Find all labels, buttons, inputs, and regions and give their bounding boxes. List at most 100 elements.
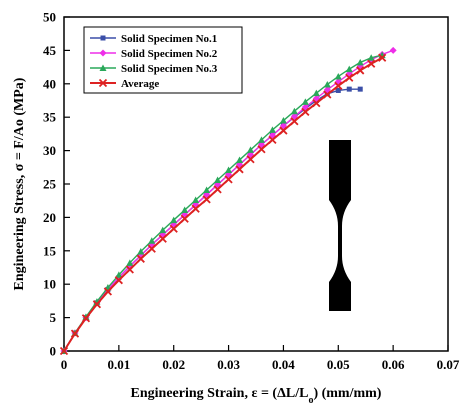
data-point bbox=[246, 155, 255, 164]
x-axis-title-units: ) (mm/mm) bbox=[313, 386, 381, 401]
data-point bbox=[81, 314, 91, 323]
x-tick-label: 0.07 bbox=[437, 357, 460, 372]
data-point bbox=[169, 224, 178, 233]
data-point bbox=[356, 58, 364, 66]
legend-entry: Solid Specimen No.1 bbox=[90, 33, 217, 45]
data-point bbox=[389, 46, 397, 54]
data-point bbox=[335, 87, 341, 93]
data-point bbox=[170, 216, 178, 224]
data-point bbox=[323, 80, 331, 88]
data-point bbox=[115, 271, 123, 278]
data-point bbox=[59, 346, 69, 356]
data-point bbox=[100, 35, 106, 41]
legend-label: Solid Specimen No.2 bbox=[121, 48, 218, 60]
y-tick-label: 45 bbox=[43, 43, 57, 58]
data-point bbox=[99, 64, 107, 71]
data-point bbox=[290, 117, 299, 126]
data-point bbox=[158, 234, 167, 243]
data-point bbox=[191, 204, 200, 213]
data-point bbox=[345, 73, 354, 82]
data-point bbox=[279, 126, 288, 135]
x-axis-ticks: 0 0.01 0.02 0.03 0.04 0.05 0.06 0.07 bbox=[61, 345, 460, 372]
x-tick-label: 0.05 bbox=[327, 357, 350, 372]
x-axis-title-sub: o bbox=[308, 395, 313, 406]
data-point bbox=[235, 165, 244, 174]
data-point bbox=[126, 259, 134, 266]
data-point bbox=[214, 176, 222, 183]
data-point bbox=[137, 247, 145, 255]
y-tick-label: 15 bbox=[43, 243, 57, 258]
data-point bbox=[103, 287, 113, 296]
y-tick-label: 0 bbox=[50, 344, 57, 359]
data-point bbox=[125, 265, 134, 274]
legend-entry: Solid Specimen No.2 bbox=[90, 48, 218, 60]
data-point bbox=[334, 72, 342, 80]
x-tick-label: 0 bbox=[61, 357, 68, 372]
data-point bbox=[147, 244, 156, 253]
data-point bbox=[225, 166, 233, 173]
series-4 bbox=[59, 53, 387, 356]
legend-entry: Solid Specimen No.3 bbox=[90, 63, 218, 75]
legend-label: Solid Specimen No.1 bbox=[121, 33, 217, 45]
legend: Solid Specimen No.1 Solid Specimen No.2 So… bbox=[83, 26, 243, 94]
legend-entry: Average bbox=[90, 78, 159, 90]
data-point bbox=[224, 175, 233, 184]
legend-label: Solid Specimen No.3 bbox=[121, 63, 218, 75]
data-point bbox=[257, 136, 265, 143]
x-tick-label: 0.04 bbox=[272, 357, 295, 372]
data-point bbox=[378, 53, 387, 62]
data-point bbox=[268, 126, 276, 133]
data-point bbox=[268, 135, 277, 145]
data-point bbox=[356, 66, 365, 75]
data-point bbox=[346, 86, 352, 92]
x-axis-title: Engineering Strain, ε = (ΔL/Lo) (mm/mm) bbox=[131, 386, 382, 406]
data-point bbox=[367, 59, 376, 68]
y-tick-label: 25 bbox=[43, 177, 57, 192]
data-point bbox=[98, 78, 108, 88]
data-point bbox=[367, 54, 375, 61]
data-point bbox=[345, 65, 353, 73]
data-point bbox=[180, 214, 189, 223]
specimen-silhouette bbox=[329, 140, 351, 311]
x-tick-label: 0.03 bbox=[217, 357, 240, 372]
data-point bbox=[99, 49, 107, 57]
data-point bbox=[159, 226, 167, 234]
data-point bbox=[279, 117, 287, 124]
data-point bbox=[181, 206, 189, 214]
data-point bbox=[70, 329, 80, 338]
data-point bbox=[148, 237, 156, 244]
data-point bbox=[312, 99, 321, 108]
data-point bbox=[247, 146, 255, 153]
x-tick-label: 0.01 bbox=[107, 357, 130, 372]
data-point bbox=[114, 276, 123, 285]
data-point bbox=[334, 81, 343, 90]
y-tick-label: 50 bbox=[43, 10, 56, 25]
data-point bbox=[202, 195, 211, 204]
data-point bbox=[323, 90, 332, 99]
data-point bbox=[290, 107, 298, 115]
data-point bbox=[236, 156, 244, 163]
y-tick-label: 40 bbox=[43, 76, 56, 91]
series-layer bbox=[59, 46, 397, 356]
data-point bbox=[136, 254, 145, 263]
data-point bbox=[213, 185, 222, 194]
data-point bbox=[357, 86, 363, 92]
data-point bbox=[92, 300, 102, 309]
data-point bbox=[301, 107, 310, 116]
data-point bbox=[257, 145, 266, 154]
x-tick-label: 0.06 bbox=[382, 357, 405, 372]
legend-label: Average bbox=[121, 78, 159, 90]
y-tick-label: 35 bbox=[43, 110, 57, 125]
x-axis-title-main: Engineering Strain, ε = (ΔL/L bbox=[131, 386, 309, 401]
x-tick-label: 0.02 bbox=[162, 357, 185, 372]
data-point bbox=[312, 89, 320, 97]
y-tick-label: 10 bbox=[43, 277, 56, 292]
data-point bbox=[301, 98, 309, 105]
y-axis-title: Engineering Stress, σ = F/Ao (MPa) bbox=[12, 77, 27, 290]
data-point bbox=[203, 186, 211, 194]
data-point bbox=[192, 196, 200, 204]
y-tick-label: 5 bbox=[50, 310, 57, 325]
y-tick-label: 20 bbox=[43, 210, 56, 225]
y-axis-ticks: 0 5 10 15 20 25 30 35 40 45 50 bbox=[43, 10, 70, 359]
